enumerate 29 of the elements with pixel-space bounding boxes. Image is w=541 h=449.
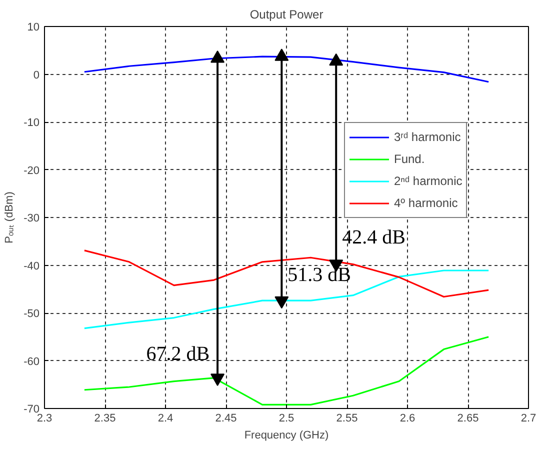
legend-label: Fund.	[394, 152, 425, 166]
x-tick-label: 2.65	[457, 412, 479, 424]
y-axis-title: Pₒᵤₜ (dBm)	[4, 192, 16, 244]
y-tick-label: 0	[33, 69, 40, 82]
annotation: 67.2 dB	[146, 343, 210, 366]
x-tick-label: 2.3	[36, 412, 52, 424]
x-tick-label: 2.45	[215, 412, 237, 424]
legend-label: 2ⁿᵈ harmonic	[394, 174, 462, 188]
legend-label: 4º harmonic	[394, 196, 458, 210]
line-series	[84, 336, 490, 406]
y-tick-label: -20	[24, 164, 40, 177]
y-tick-label: 10	[27, 22, 40, 34]
y-tick-label: -10	[24, 117, 40, 129]
annotation: 42.4 dB	[342, 226, 406, 249]
x-tick-label: 2.7	[520, 412, 536, 424]
x-tick-label: 2.4	[158, 412, 174, 424]
x-tick-label: 2.55	[336, 412, 358, 424]
x-tick-label: 2.5	[278, 412, 294, 424]
y-tick-label: -60	[24, 356, 40, 368]
line-series	[84, 250, 490, 298]
x-tick-label: 2.6	[400, 412, 416, 424]
chart-title: Output Power	[250, 8, 324, 22]
legend-label: 3ʳᵈ harmonic	[394, 130, 461, 144]
x-tick-label: 2.35	[94, 412, 116, 424]
y-tick-label: -50	[24, 308, 40, 320]
x-axis-title: Frequency (GHz)	[244, 430, 329, 442]
y-tick-label: -70	[24, 404, 40, 416]
y-tick-label: -40	[24, 260, 40, 272]
y-tick-label: -30	[24, 212, 40, 224]
